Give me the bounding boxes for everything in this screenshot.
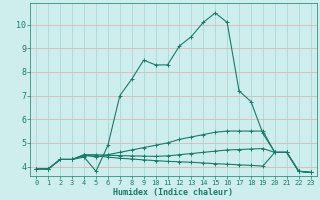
X-axis label: Humidex (Indice chaleur): Humidex (Indice chaleur)	[114, 188, 234, 197]
